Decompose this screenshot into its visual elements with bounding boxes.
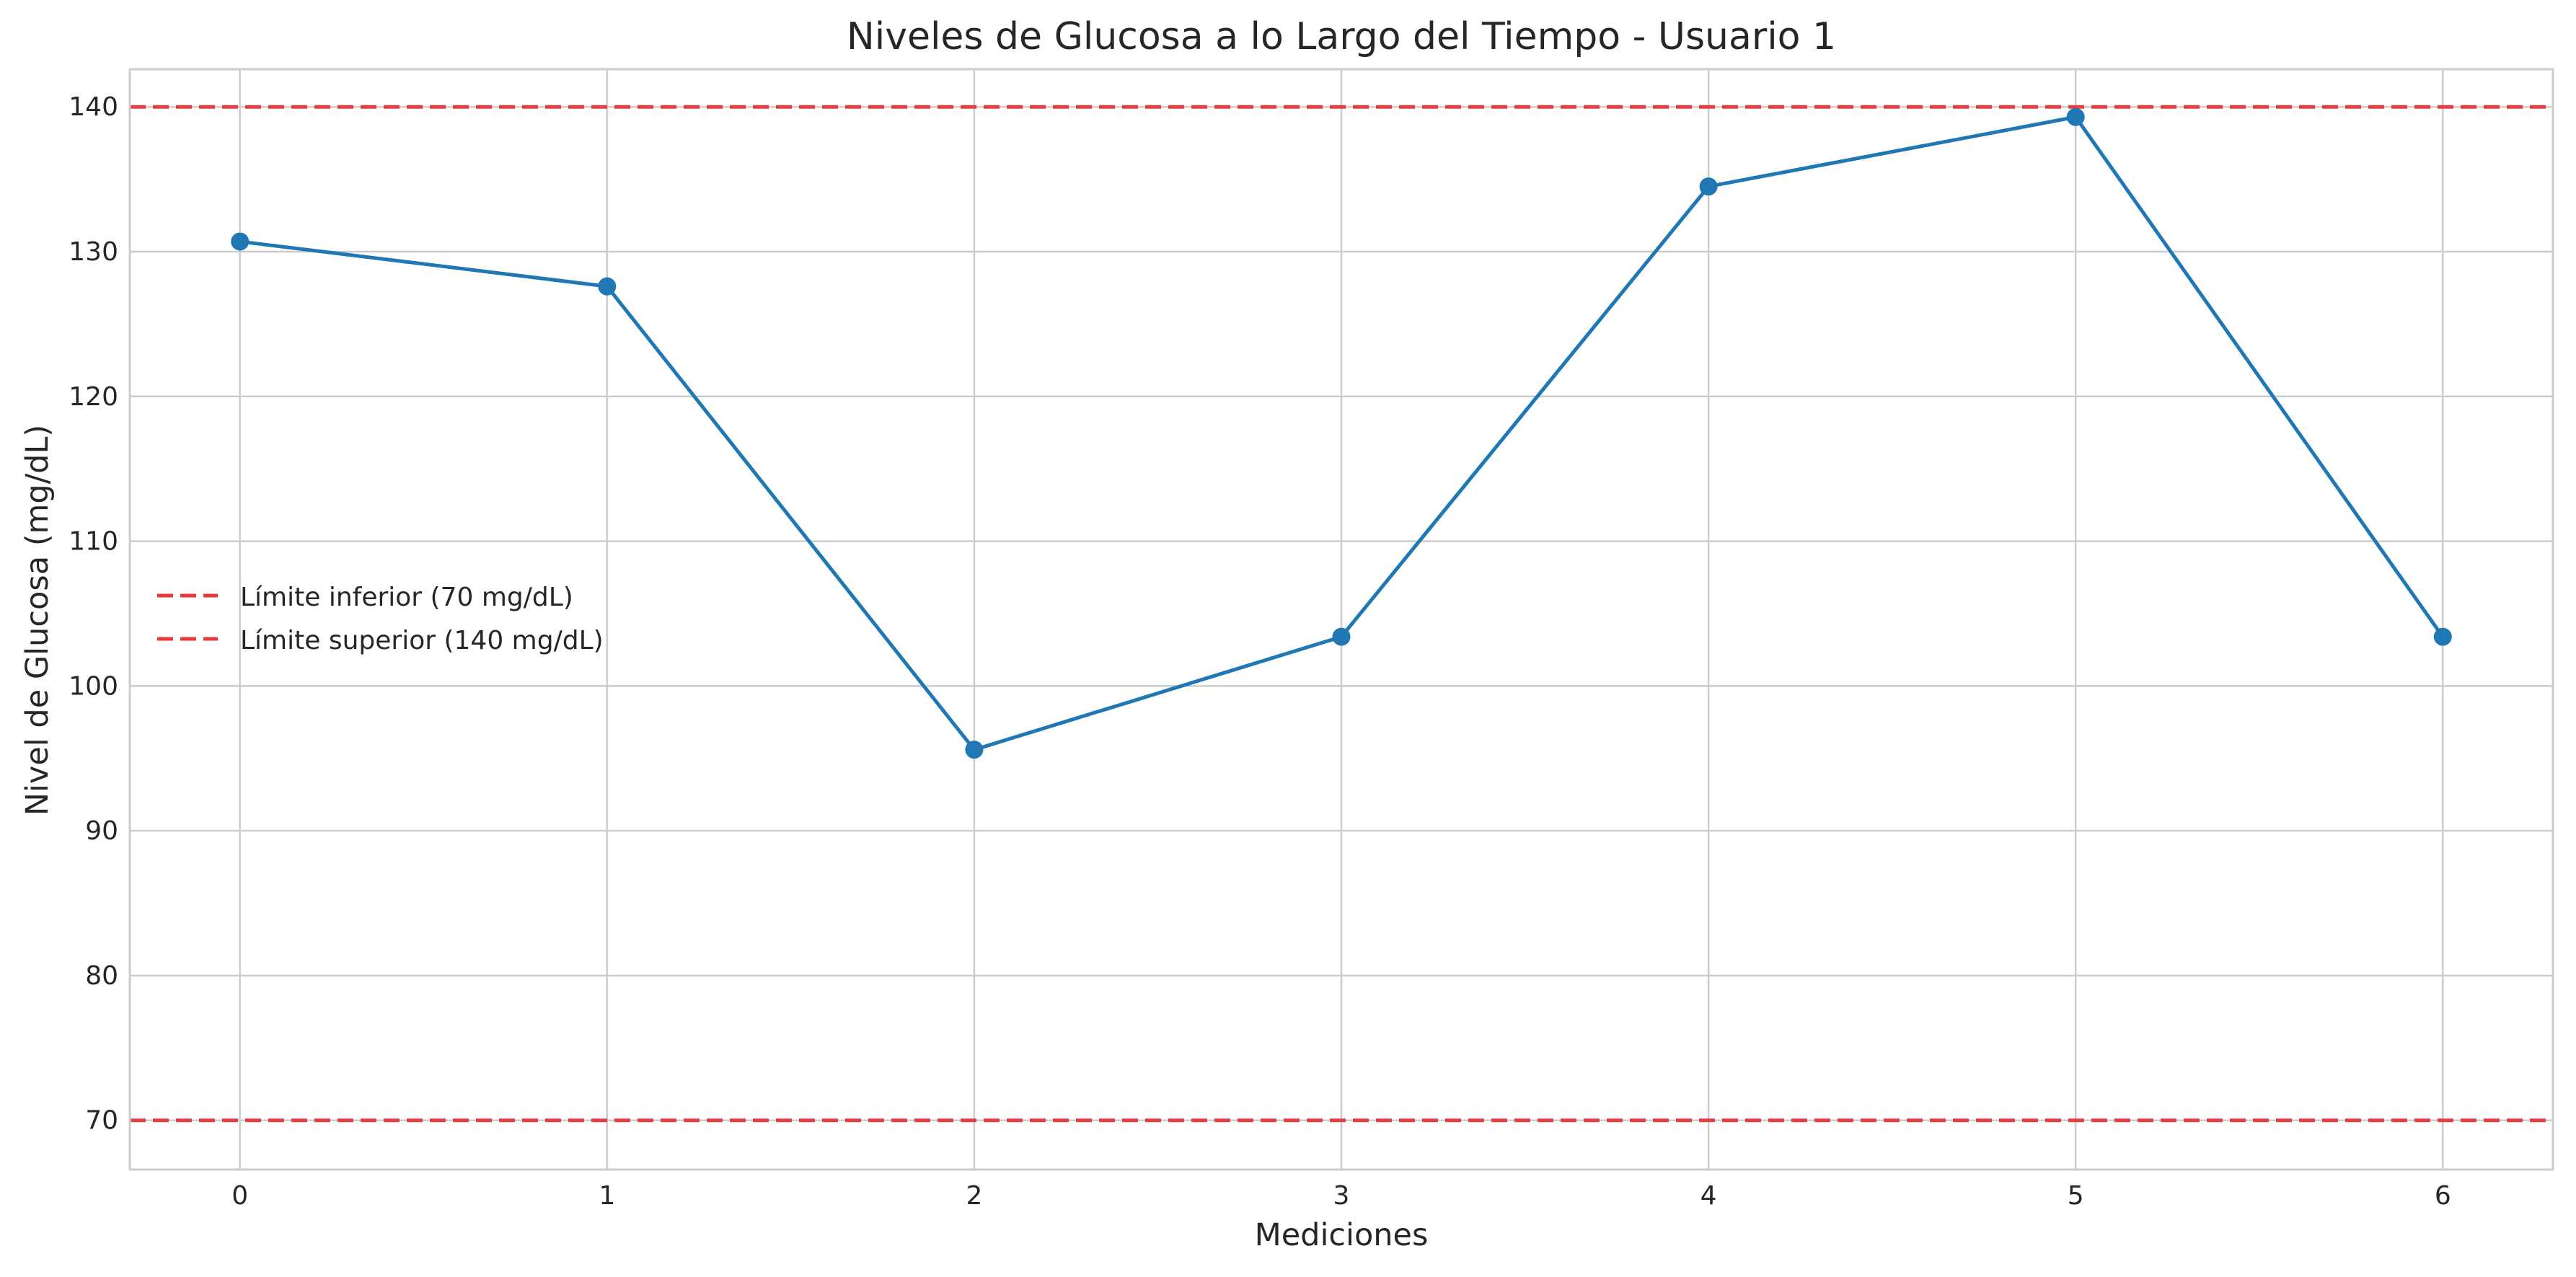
plot-frame xyxy=(128,68,2554,1171)
reference-lines xyxy=(130,105,2553,1123)
data-point xyxy=(1699,177,1718,196)
y-tick-label: 120 xyxy=(69,382,118,412)
data-point xyxy=(1332,627,1351,646)
legend-label-lower: Límite inferior (70 mg/dL) xyxy=(240,583,573,612)
x-tick-label: 3 xyxy=(1333,1181,1350,1211)
series-glucose xyxy=(231,107,2452,759)
data-point xyxy=(231,232,250,251)
grid xyxy=(130,69,2553,1170)
y-tick-label: 70 xyxy=(85,1106,118,1136)
y-axis-label: Nivel de Glucosa (mg/dL) xyxy=(19,425,56,816)
y-tick-label: 110 xyxy=(69,527,118,557)
x-tick-label: 4 xyxy=(1701,1181,1717,1211)
x-tick-label: 6 xyxy=(2435,1181,2451,1211)
y-axis-ticks: 70 80 90 100 110 120 130 140 xyxy=(69,92,118,1136)
chart-title: Niveles de Glucosa a lo Largo del Tiempo… xyxy=(847,15,1836,58)
x-tick-label: 2 xyxy=(966,1181,982,1211)
y-tick-label: 130 xyxy=(69,237,118,267)
x-tick-label: 0 xyxy=(231,1181,248,1211)
x-tick-label: 1 xyxy=(599,1181,615,1211)
y-tick-label: 140 xyxy=(69,92,118,122)
y-tick-label: 90 xyxy=(85,816,118,846)
data-point xyxy=(2433,627,2452,646)
x-axis-ticks: 0 1 2 3 4 5 6 xyxy=(231,1181,2451,1211)
x-axis-label: Mediciones xyxy=(1255,1217,1429,1253)
legend: Límite inferior (70 mg/dL) Límite superi… xyxy=(157,583,604,655)
data-point xyxy=(598,277,617,296)
data-point xyxy=(965,741,984,759)
data-point xyxy=(2066,107,2085,126)
y-tick-label: 80 xyxy=(85,961,118,991)
legend-label-upper: Límite superior (140 mg/dL) xyxy=(240,626,604,655)
y-tick-label: 100 xyxy=(69,671,118,701)
x-tick-label: 5 xyxy=(2068,1181,2084,1211)
